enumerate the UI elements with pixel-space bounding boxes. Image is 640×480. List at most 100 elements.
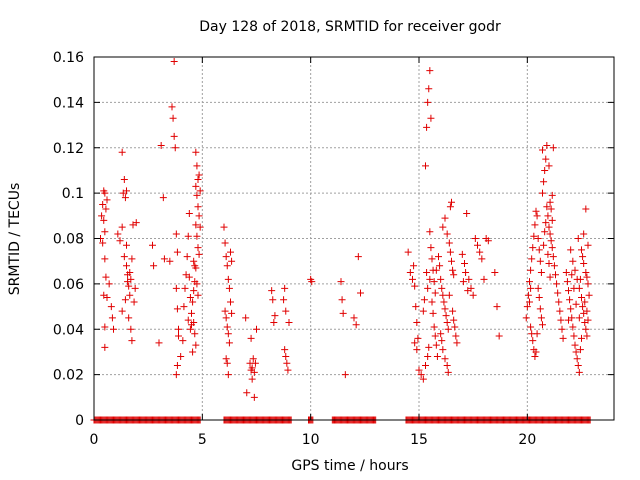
y-tick-label: 0.08 [53,232,84,248]
data-point [530,232,538,240]
data-point [114,230,122,238]
y-tick-label: 0.12 [53,141,84,157]
data-point [465,275,473,283]
data-point [562,269,570,277]
data-point [419,307,427,315]
data-point [194,291,202,299]
data-point [545,259,553,267]
data-point [170,132,178,140]
data-point [574,235,582,242]
data-point [450,316,458,324]
data-point [582,269,590,277]
data-point [539,321,546,329]
data-point [573,355,581,363]
data-point [173,305,181,313]
data-point [248,375,256,383]
data-point [527,266,535,274]
data-point [550,262,558,270]
data-point [540,178,548,186]
data-point [565,287,572,295]
data-point [422,162,429,170]
data-point [580,259,588,267]
data-point [404,248,412,256]
data-point [192,221,200,229]
data-point [449,266,457,274]
data-point [105,280,113,288]
data-point [284,366,292,374]
data-point [585,291,593,299]
data-point [476,248,484,256]
data-point [436,262,444,270]
data-point [282,307,290,315]
data-point [124,278,132,286]
data-point [443,230,451,238]
data-point [99,200,107,208]
data-point [352,321,360,329]
data-point [541,228,549,236]
data-point [536,305,544,313]
data-point [426,275,434,283]
data-point [250,393,258,401]
data-point [223,359,231,367]
data-point [123,187,130,195]
data-point [411,339,419,347]
data-point [484,237,492,245]
data-point [439,223,447,231]
data-point [582,205,590,213]
data-point [529,244,537,252]
data-point [168,103,176,111]
data-point [474,241,481,249]
data-point [268,287,276,295]
y-tick-label: 0.06 [53,277,84,293]
data-point [194,244,202,252]
data-point [569,323,577,331]
data-point [120,176,128,184]
data-point [337,278,345,286]
data-point [159,194,167,202]
data-point [424,352,432,360]
data-point [572,300,580,308]
data-point [220,223,228,231]
data-point [125,314,133,322]
data-point [227,298,234,306]
data-point [160,255,168,263]
y-tick-label: 0.14 [53,95,84,111]
y-tick-label: 0.1 [62,186,84,202]
data-point [544,250,552,258]
axis-ticks: 0 0.02 0.04 0.06 0.08 0.1 0.12 0.14 0.16 0 5 10 15 20 [53,50,614,448]
data-point [527,284,535,292]
data-point [285,318,293,326]
data-point [103,293,111,301]
data-point [557,316,565,324]
data-point [543,203,551,211]
data-point [281,346,289,354]
data-point [584,316,592,324]
data-point [155,339,163,347]
data-point [480,275,488,283]
data-point [464,287,472,295]
data-point [101,343,109,351]
data-point [102,205,110,213]
data-point [101,228,109,236]
data-point [542,155,550,163]
data-point [190,318,198,326]
data-point [545,223,553,231]
x-axis-label: GPS time / hours [291,458,408,474]
data-point [558,325,566,333]
data-point [430,278,438,286]
data-point [547,237,555,245]
x-tick-label: 20 [518,432,536,448]
data-point [193,191,201,199]
data-point [175,325,182,333]
data-point [308,278,316,286]
data-point [559,334,567,342]
data-point [581,298,589,306]
data-point [544,212,552,220]
data-point [228,309,236,317]
data-point [190,257,198,265]
data-point [534,284,542,292]
chart-title: Day 128 of 2018, SRMTID for receiver god… [199,19,501,35]
data-point [443,362,451,370]
data-point [227,248,234,256]
data-point [225,284,233,292]
